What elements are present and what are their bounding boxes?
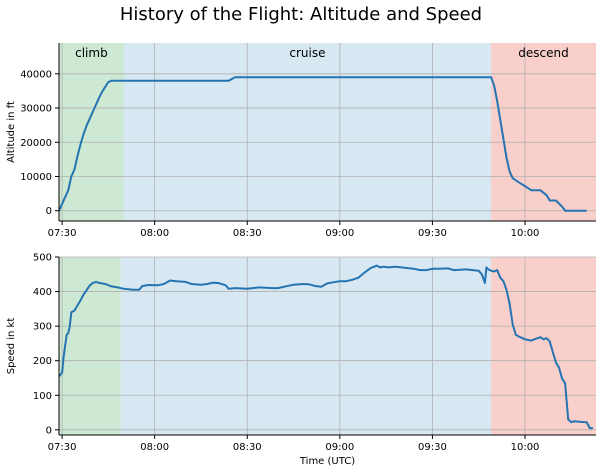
y-tick-label: 10000 [20, 172, 52, 183]
x-tick-label: 08:00 [140, 442, 169, 453]
x-tick-label: 07:30 [48, 442, 77, 453]
y-tick-label: 0 [46, 425, 52, 436]
x-tick-label: 08:30 [233, 228, 262, 239]
phase-label-climb: climb [75, 46, 108, 60]
x-tick-label: 08:30 [233, 442, 262, 453]
phase-band-climb [59, 43, 124, 221]
x-tick-label: 10:00 [511, 228, 540, 239]
phase-label-descend: descend [518, 46, 568, 60]
x-tick-label: 10:00 [511, 442, 540, 453]
phase-label-cruise: cruise [289, 46, 325, 60]
y-tick-label: 300 [33, 322, 52, 333]
x-tick-label: 08:00 [140, 228, 169, 239]
y-tick-label: 40000 [20, 69, 52, 80]
y-tick-label: 20000 [20, 138, 52, 149]
phase-band-descend [491, 43, 596, 221]
series-line [58, 76, 587, 212]
series-line [58, 264, 593, 430]
phase-band-climb [59, 257, 121, 435]
y-tick-label: 30000 [20, 104, 52, 115]
x-tick-label: 07:30 [48, 228, 77, 239]
y-tick-label: 0 [46, 206, 52, 217]
x-tick-label: 09:00 [325, 442, 354, 453]
phase-band-cruise [123, 43, 492, 221]
x-tick-label: 09:30 [418, 442, 447, 453]
speed-panel: 0 100 200 300 400 500 07:30 08:00 08:30 09:00 09:3… [6, 253, 596, 467]
y-tick-label: 200 [33, 356, 52, 367]
x-tick-label: 09:30 [418, 228, 447, 239]
altitude-panel: 0 10000 20000 30000 40000 07:30 08:00 08:30 09:0… [6, 43, 596, 239]
phase-band-descend [491, 257, 596, 435]
y-axis-label: Altitude in ft [6, 101, 17, 163]
y-tick-label: 100 [33, 391, 52, 402]
x-tick-label: 09:00 [325, 228, 354, 239]
y-axis-label: Speed in kt [6, 318, 17, 375]
y-tick-label: 400 [33, 287, 52, 298]
phase-band-cruise [120, 257, 492, 435]
x-axis-label: Time (UTC) [299, 456, 355, 467]
y-tick-label: 500 [33, 253, 52, 264]
chart-title: History of the Flight: Altitude and Spee… [119, 4, 483, 25]
